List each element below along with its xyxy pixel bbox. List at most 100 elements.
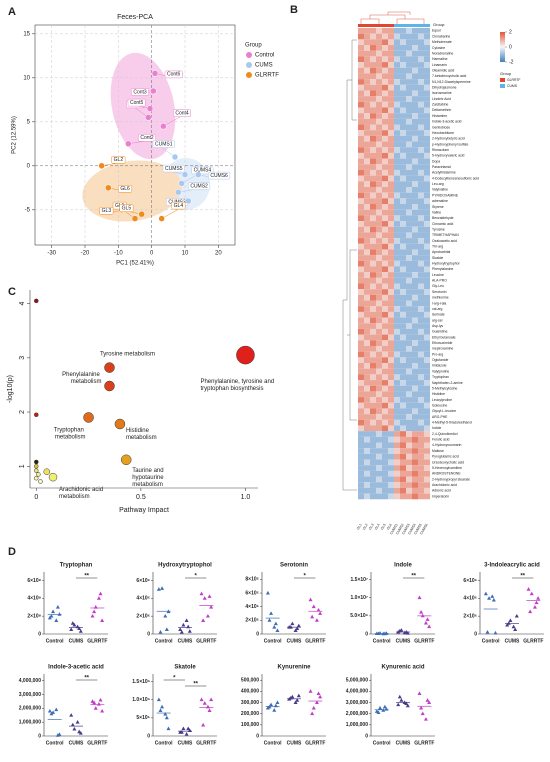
heat-cell — [376, 323, 382, 329]
heat-cell — [364, 340, 370, 346]
heat-cell — [382, 28, 388, 34]
heat-cell — [370, 402, 376, 409]
heat-cell — [424, 73, 430, 80]
heat-cell — [376, 334, 382, 341]
heat-cell — [412, 209, 418, 216]
heat-cell — [406, 380, 412, 386]
point — [195, 171, 202, 178]
heat-cell — [364, 221, 370, 227]
heat-cell — [370, 459, 376, 466]
x-tick-label: GLRRTF — [414, 638, 434, 644]
heat-cell — [376, 130, 382, 136]
heat-cell — [388, 243, 394, 250]
heat-cell — [400, 368, 406, 375]
heat-cell — [418, 169, 424, 176]
heat-cell — [418, 249, 424, 256]
heat-cell — [370, 345, 376, 352]
heat-cell — [400, 107, 406, 114]
heat-cell — [376, 135, 382, 142]
heat-cell — [388, 266, 394, 273]
heat-cell — [418, 277, 424, 284]
heat-cell — [364, 84, 370, 91]
heat-cell — [418, 368, 424, 375]
heat-cell — [394, 323, 400, 329]
heat-cell — [424, 345, 430, 352]
heat-cell — [376, 169, 382, 176]
heat-cell — [358, 73, 364, 80]
bubble — [34, 412, 39, 418]
heat-cell — [424, 249, 430, 256]
heat-cell — [406, 158, 412, 165]
heat-cell — [364, 431, 370, 437]
heat-cell — [412, 414, 418, 420]
heat-cell — [388, 453, 394, 460]
heat-cell — [394, 300, 400, 307]
x-tick-label: CUMS — [178, 638, 193, 644]
heat-cell — [424, 300, 430, 307]
row-label: Valine — [432, 210, 441, 214]
point — [293, 700, 298, 704]
point — [187, 629, 192, 633]
heat-cell — [382, 243, 388, 250]
heat-cell — [418, 238, 424, 244]
heat-cell — [382, 255, 388, 261]
heat-cell — [406, 124, 412, 131]
heat-cell — [364, 368, 370, 375]
group-bar — [364, 24, 370, 27]
row-label: N1,N12-Diacetylspermine — [432, 80, 471, 84]
heat-cell — [424, 124, 430, 131]
heat-cell — [400, 39, 406, 46]
heat-cell — [394, 158, 400, 165]
heat-cell — [370, 164, 376, 170]
heat-cell — [370, 328, 376, 335]
group-bar — [370, 24, 376, 27]
heat-cell — [358, 414, 364, 420]
y-tick-label: 6×10⁵ — [245, 590, 259, 596]
heat-cell — [406, 272, 412, 278]
heat-cell — [376, 232, 382, 239]
x-tick-label: CUMS — [396, 740, 411, 746]
heat-cell — [394, 482, 400, 488]
point-label-box — [164, 70, 183, 79]
heat-cell — [364, 414, 370, 420]
heat-cell — [412, 50, 418, 57]
heat-cell — [424, 493, 430, 500]
pathway-label-line: tryptophan biosynthesis — [200, 386, 263, 392]
heat-cell — [358, 79, 364, 85]
group-bar — [418, 24, 424, 27]
row-label: ALA-PRO — [432, 279, 447, 283]
heat-cell — [412, 357, 418, 364]
heat-cell — [406, 283, 412, 290]
heat-cell — [418, 67, 424, 74]
point — [72, 726, 77, 731]
heat-cell — [388, 470, 394, 477]
heat-cell — [394, 198, 400, 205]
heat-cell — [376, 73, 382, 80]
heat-cell — [394, 238, 400, 244]
heat-cell — [382, 181, 388, 187]
row-label: Equol — [432, 29, 441, 33]
heat-cell — [382, 323, 388, 329]
point — [508, 618, 513, 623]
heat-cell — [424, 232, 430, 239]
heat-cell — [388, 323, 394, 329]
heat-cell — [370, 215, 376, 222]
heat-cell — [370, 238, 376, 244]
heat-cell — [370, 232, 376, 239]
heat-cell — [382, 283, 388, 290]
heat-cell — [412, 226, 418, 233]
heat-cell — [358, 192, 364, 199]
row-label: Linamarin — [432, 63, 447, 67]
heat-cell — [382, 402, 388, 409]
heat-cell — [412, 135, 418, 142]
heat-cell — [358, 232, 364, 239]
heat-cell — [370, 476, 376, 483]
heat-cell — [418, 448, 424, 454]
heat-cell — [376, 368, 382, 375]
heat-cell — [382, 249, 388, 256]
heat-cell — [382, 380, 388, 386]
point — [376, 710, 381, 714]
point — [526, 587, 531, 591]
heat-cell — [394, 306, 400, 312]
point — [100, 618, 105, 623]
